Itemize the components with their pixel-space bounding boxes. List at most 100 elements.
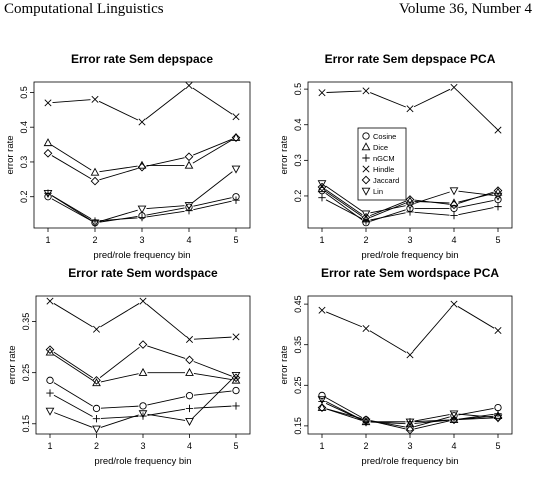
page-header: Computational Linguistics Volume 36, Num… bbox=[0, 0, 536, 20]
series-line-segment bbox=[147, 345, 186, 359]
series-lin bbox=[317, 396, 503, 427]
data-point bbox=[92, 325, 101, 333]
data-point bbox=[138, 410, 148, 419]
series-line-segment bbox=[146, 303, 187, 337]
data-point bbox=[317, 403, 327, 412]
data-point bbox=[405, 195, 415, 204]
data-point bbox=[450, 204, 458, 213]
series-line-segment bbox=[100, 405, 139, 409]
series-line-segment bbox=[51, 144, 92, 171]
series-line-segment bbox=[458, 191, 494, 204]
series-line-segment bbox=[146, 157, 185, 167]
data-point bbox=[405, 201, 415, 210]
chart-sem-depspace: Error rate Sem depspace 1 2 3 4 5 pred/role fr… bbox=[5, 52, 251, 261]
data-point bbox=[406, 351, 414, 359]
data-point bbox=[92, 425, 101, 434]
series-line-segment bbox=[192, 171, 233, 204]
legend-marker bbox=[361, 142, 371, 151]
data-point bbox=[232, 113, 240, 121]
x-tick-label: 3 bbox=[139, 235, 144, 245]
data-point bbox=[362, 87, 370, 95]
data-point bbox=[184, 160, 194, 169]
x-tick-label: 4 bbox=[451, 441, 456, 451]
series-jaccard bbox=[45, 340, 241, 385]
series-dice bbox=[45, 347, 241, 387]
x-tick-label: 1 bbox=[319, 441, 324, 451]
data-point bbox=[45, 407, 55, 416]
y-tick-label: 0.2 bbox=[293, 190, 303, 203]
y-axis-label: error rate bbox=[279, 135, 290, 174]
x-tick-label: 5 bbox=[233, 235, 238, 245]
x-tick-label: 2 bbox=[92, 235, 97, 245]
data-point bbox=[231, 132, 241, 141]
series-line-segment bbox=[325, 189, 363, 216]
y-tick-label: 0.5 bbox=[19, 86, 29, 99]
series-line-segment bbox=[414, 419, 450, 424]
legend-marker bbox=[361, 187, 371, 196]
data-point bbox=[362, 324, 370, 332]
data-point bbox=[405, 418, 415, 427]
y-tick-label: 0.35 bbox=[21, 313, 31, 331]
series-jaccard bbox=[317, 182, 503, 222]
data-point bbox=[137, 205, 147, 214]
legend-label: Dice bbox=[373, 143, 388, 152]
series-line-segment bbox=[325, 191, 363, 217]
data-point bbox=[232, 386, 240, 395]
data-point bbox=[317, 402, 327, 411]
journal-title: Computational Linguistics bbox=[4, 1, 164, 17]
series-line-segment bbox=[99, 346, 140, 378]
series-line-segment bbox=[414, 211, 450, 216]
data-point bbox=[494, 195, 502, 204]
data-point bbox=[317, 396, 327, 405]
series-line-segment bbox=[370, 205, 406, 214]
series-line-segment bbox=[458, 207, 494, 216]
x-tick-label: 3 bbox=[407, 441, 412, 451]
volume-info: Volume 36, Number 4 bbox=[398, 1, 532, 17]
data-point bbox=[318, 194, 326, 202]
series-line-segment bbox=[414, 420, 450, 430]
data-point bbox=[91, 217, 99, 225]
data-point bbox=[493, 414, 503, 423]
chart-title: Error rate Sem wordspace PCA bbox=[321, 266, 499, 280]
x-tick-label: 2 bbox=[363, 235, 368, 245]
y-tick-label: 0.25 bbox=[21, 364, 31, 382]
series-line-segment bbox=[192, 378, 234, 419]
series-line-segment bbox=[414, 414, 450, 422]
data-point bbox=[361, 210, 371, 219]
series-line-segment bbox=[326, 90, 362, 93]
x-tick-label: 1 bbox=[319, 235, 324, 245]
series-line-segment bbox=[192, 139, 233, 164]
series-line-segment bbox=[53, 351, 93, 379]
x-tick-label: 4 bbox=[186, 235, 191, 245]
series-line-segment bbox=[325, 199, 363, 220]
data-point bbox=[185, 367, 194, 376]
data-point bbox=[138, 340, 148, 349]
series-line-segment bbox=[413, 88, 451, 108]
series-line-segment bbox=[100, 303, 140, 328]
legend-marker bbox=[361, 175, 371, 185]
data-point bbox=[185, 392, 194, 400]
series-ngcm bbox=[318, 194, 502, 225]
x-tick-label: 2 bbox=[94, 441, 99, 451]
legend-marker bbox=[362, 165, 370, 173]
data-point bbox=[185, 206, 193, 215]
series-hindle bbox=[318, 83, 502, 134]
y-tick-label: 0.25 bbox=[293, 377, 303, 395]
series-line-segment bbox=[193, 405, 232, 409]
series-line-segment bbox=[53, 354, 93, 381]
y-tick-label: 0.3 bbox=[19, 156, 29, 169]
y-tick-label: 0.45 bbox=[293, 295, 303, 313]
y-axis-label: error rate bbox=[7, 345, 18, 384]
data-point bbox=[361, 212, 371, 222]
series-line-segment bbox=[145, 87, 186, 120]
series-line-segment bbox=[370, 209, 406, 222]
series-jaccard bbox=[43, 133, 241, 186]
series-line-segment bbox=[54, 412, 93, 428]
data-point bbox=[494, 326, 502, 335]
data-point bbox=[231, 133, 241, 142]
data-point bbox=[44, 99, 52, 107]
data-point bbox=[494, 403, 502, 412]
data-point bbox=[317, 182, 327, 192]
data-point bbox=[91, 95, 99, 103]
series-ngcm bbox=[44, 189, 240, 225]
